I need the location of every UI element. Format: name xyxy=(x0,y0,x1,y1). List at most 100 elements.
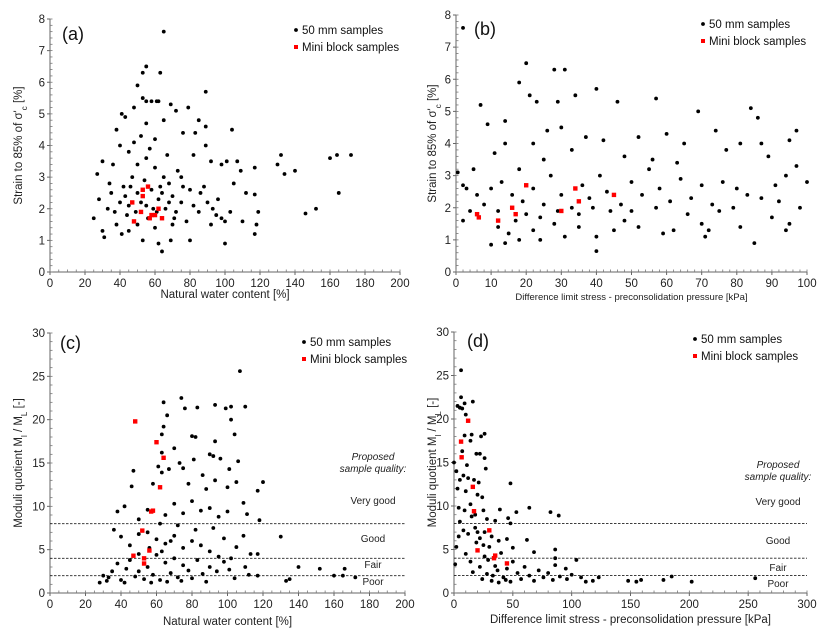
data-point-50mm xyxy=(149,580,154,585)
data-point-50mm xyxy=(501,575,506,580)
data-point-50mm xyxy=(245,512,249,517)
data-point-50mm xyxy=(172,501,177,506)
data-point-50mm xyxy=(527,93,532,98)
data-point-50mm xyxy=(219,162,224,167)
y-tick-label: 6 xyxy=(39,77,45,89)
y-tick-label: 30 xyxy=(436,327,449,339)
data-point-50mm xyxy=(161,424,166,429)
data-point-50mm xyxy=(470,570,475,575)
y-tick-label: 4 xyxy=(445,139,452,151)
y-axis-label: Strain to 85% of σ'c [%] xyxy=(427,84,443,202)
data-point-50mm xyxy=(340,573,345,578)
data-point-50mm xyxy=(590,205,595,210)
data-point-50mm xyxy=(579,575,583,580)
y-axis-label-end: [-] xyxy=(427,398,439,411)
data-point-mini-block xyxy=(513,211,518,217)
data-point-mini-block xyxy=(576,199,582,204)
y-axis-label: Strain to 85% of σ'c [%] xyxy=(13,86,29,204)
data-point-50mm xyxy=(453,562,458,567)
data-point-50mm xyxy=(196,118,201,123)
data-point-50mm xyxy=(770,215,774,220)
data-point-50mm xyxy=(475,492,480,497)
data-point-50mm xyxy=(460,406,465,411)
data-point-50mm xyxy=(508,579,513,584)
data-point-50mm xyxy=(556,513,561,518)
data-point-50mm xyxy=(464,186,469,191)
data-point-50mm xyxy=(156,99,161,104)
data-point-50mm xyxy=(207,506,212,510)
data-point-mini-block xyxy=(476,215,482,220)
x-axis-label: Difference limit stress - preconsolidati… xyxy=(515,292,747,303)
x-tick-label: 140 xyxy=(285,278,304,290)
data-point-50mm xyxy=(489,534,494,539)
data-point-50mm xyxy=(553,547,558,552)
data-point-50mm xyxy=(161,118,166,123)
data-point-50mm xyxy=(131,468,136,473)
data-point-50mm xyxy=(100,228,105,233)
data-point-50mm xyxy=(336,191,341,195)
data-point-50mm xyxy=(661,578,666,582)
data-point-50mm xyxy=(227,567,232,572)
data-point-50mm xyxy=(531,141,536,146)
data-point-50mm xyxy=(184,219,189,224)
data-point-50mm xyxy=(594,249,599,254)
x-tick-label: 160 xyxy=(320,278,339,290)
data-point-50mm xyxy=(565,577,569,581)
data-point-50mm xyxy=(261,480,265,484)
data-point-50mm xyxy=(634,579,639,584)
data-point-mini-block xyxy=(131,219,137,224)
y-axis-label-end: [-] xyxy=(13,398,25,411)
data-point-50mm xyxy=(489,578,494,583)
y-axis-label-sub: l xyxy=(20,435,29,437)
data-point-50mm xyxy=(468,438,473,443)
data-point-mini-block xyxy=(470,484,476,490)
legend-marker-50mm xyxy=(302,340,306,344)
y-axis-label-main: Moduli quotient M xyxy=(13,437,25,528)
y-axis-label-sub2: L xyxy=(434,411,443,416)
data-point-50mm xyxy=(517,237,522,242)
data-point-50mm xyxy=(493,518,498,523)
data-point-50mm xyxy=(463,551,468,556)
data-point-50mm xyxy=(553,556,558,561)
quality-title: Proposed xyxy=(352,452,395,463)
data-point-50mm xyxy=(569,205,574,210)
x-tick-label: 60 xyxy=(149,278,162,290)
data-point-50mm xyxy=(254,222,259,227)
data-point-50mm xyxy=(476,480,481,485)
data-point-mini-block xyxy=(140,193,145,199)
data-point-50mm xyxy=(480,495,485,500)
y-tick-label: 25 xyxy=(32,371,45,383)
y-tick-label: 1 xyxy=(445,235,451,247)
data-point-mini-block xyxy=(471,509,477,514)
data-point-50mm xyxy=(223,406,228,411)
y-tick-label: 0 xyxy=(39,588,45,600)
data-point-50mm xyxy=(112,210,117,214)
data-point-50mm xyxy=(562,234,567,239)
data-point-50mm xyxy=(496,225,501,229)
data-point-50mm xyxy=(759,196,764,201)
data-point-50mm xyxy=(248,552,253,556)
data-point-50mm xyxy=(650,157,655,162)
data-point-50mm xyxy=(569,148,574,152)
chart-panel-b: 0 10 20 30 40 50 60 70 80 90 100 0 1 2 3 4 5 6 7 8 Differenc… xyxy=(427,10,817,303)
data-point-50mm xyxy=(349,153,353,157)
data-point-50mm xyxy=(209,159,213,164)
data-point-50mm xyxy=(241,533,246,538)
y-tick-label: 4 xyxy=(39,141,46,153)
data-point-mini-block xyxy=(475,548,480,553)
data-point-50mm xyxy=(140,238,145,243)
y-tick-label: 20 xyxy=(436,414,449,426)
data-point-50mm xyxy=(508,521,513,526)
data-point-50mm xyxy=(198,543,203,548)
legend-label: Mini block samples xyxy=(709,36,806,48)
data-point-50mm xyxy=(461,473,466,478)
y-tick-label: 0 xyxy=(39,267,45,279)
y-axis-label-sub: c xyxy=(434,104,443,108)
data-point-50mm xyxy=(172,556,177,561)
data-point-50mm xyxy=(466,531,471,536)
data-point-50mm xyxy=(149,99,154,104)
data-point-50mm xyxy=(223,241,227,246)
data-point-50mm xyxy=(460,449,465,454)
data-point-50mm xyxy=(480,577,485,581)
data-point-50mm xyxy=(459,368,463,373)
